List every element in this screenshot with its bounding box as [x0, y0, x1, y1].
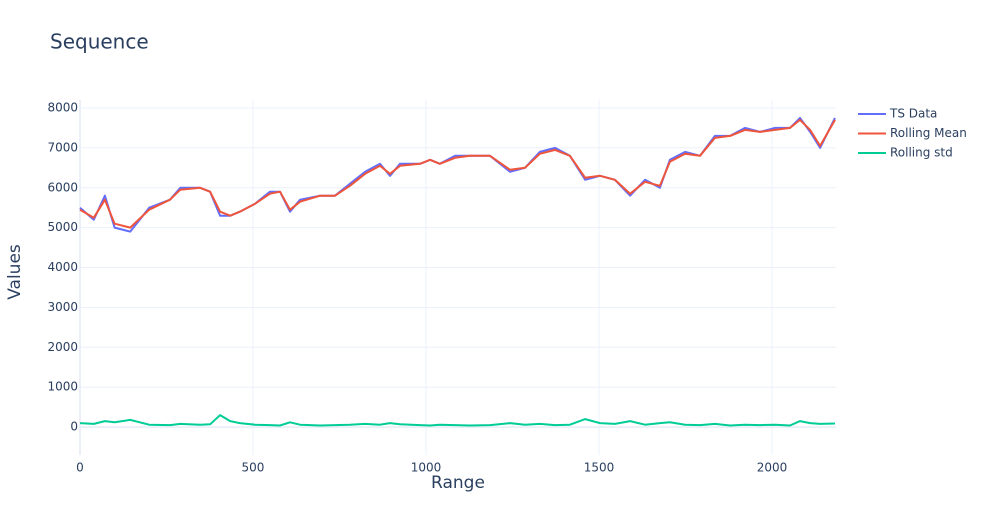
x-tick-label: 500 — [242, 461, 265, 475]
x-tick-label: 1500 — [584, 461, 615, 475]
legend-label: Rolling Mean — [890, 126, 967, 140]
x-tick-label: 0 — [76, 461, 84, 475]
y-axis-title: Values — [5, 244, 25, 300]
line-series — [79, 414, 836, 427]
y-tick-label: 7000 — [47, 140, 78, 154]
legend-label: Rolling std — [890, 146, 953, 160]
x-axis-title: Range — [431, 473, 485, 493]
y-tick-label: 2000 — [47, 340, 78, 354]
y-tick-label: 0 — [70, 420, 78, 434]
y-tick-label: 8000 — [47, 100, 78, 114]
legend-label: TS Data — [889, 107, 937, 121]
line-series — [79, 116, 836, 233]
line-series — [79, 118, 836, 229]
y-tick-label: 5000 — [47, 220, 78, 234]
chart-title: Sequence — [50, 30, 149, 54]
y-tick-label: 6000 — [47, 180, 78, 194]
x-tick-label: 1000 — [411, 461, 442, 475]
x-tick-label: 2000 — [757, 461, 788, 475]
y-tick-label: 3000 — [47, 300, 78, 314]
y-tick-label: 4000 — [47, 260, 78, 274]
y-tick-label: 1000 — [47, 380, 78, 394]
